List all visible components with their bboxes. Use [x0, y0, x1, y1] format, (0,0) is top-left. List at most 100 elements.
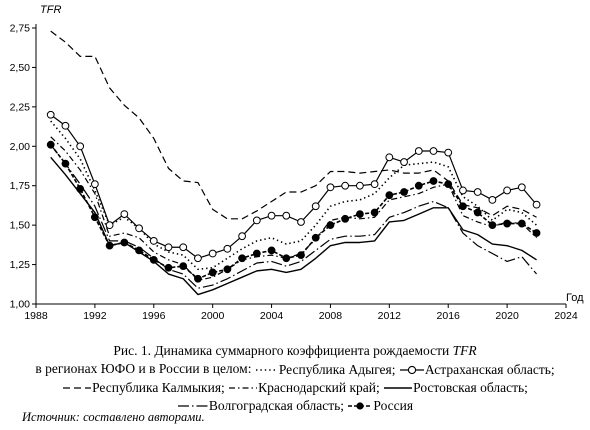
x-tick-label: 1988 [24, 310, 48, 322]
series-volgograd [50, 144, 538, 289]
legend-dashdot-line-icon [229, 387, 258, 389]
data-point-astrakhan [488, 196, 497, 204]
legend-astrakhan: Астраханская область; [399, 361, 555, 379]
data-point-russia [503, 219, 512, 228]
data-point-astrakhan [208, 249, 217, 258]
x-tick-label: 2000 [201, 310, 225, 322]
data-point-russia [252, 249, 261, 258]
source-note: Источник: составлено авторами. [22, 410, 205, 424]
data-point-russia [76, 184, 85, 193]
data-point-russia [297, 251, 305, 260]
legend-long-dashdot-line-icon [177, 405, 208, 407]
x-tick-label: 1996 [142, 310, 166, 322]
figure-caption-line3: Республика Калмыкия; Краснодарский край;… [8, 378, 582, 397]
legend-solid-line-icon [384, 387, 413, 389]
data-point-russia [326, 221, 335, 230]
data-point-astrakhan [252, 216, 261, 225]
legend-open-circle-line-icon [399, 365, 424, 375]
data-point-astrakhan [459, 186, 467, 195]
figure-caption-line2: в регионах ЮФО и в России в целом: Респу… [8, 360, 582, 379]
data-point-astrakhan [326, 183, 335, 192]
data-point-astrakhan [46, 110, 55, 119]
data-point-russia [429, 177, 438, 185]
data-point-russia [400, 188, 408, 196]
legend-adygea: Республика Адыгея; [255, 361, 396, 379]
data-point-russia [194, 274, 202, 283]
y-tick-label: 1,25 [10, 259, 31, 271]
data-point-astrakhan [297, 218, 305, 226]
data-point-astrakhan [179, 243, 188, 252]
data-point-russia [282, 254, 291, 263]
data-point-astrakhan [385, 153, 394, 162]
legend-dotted-line-icon [255, 369, 278, 371]
legend-filled-circle-line-icon [348, 402, 373, 410]
legend-rostov: Ростовская область; [383, 379, 528, 397]
data-point-russia [341, 214, 350, 223]
data-point-astrakhan [164, 243, 173, 252]
data-point-astrakhan [429, 147, 438, 155]
data-point-astrakhan [90, 180, 99, 189]
data-point-russia [267, 246, 276, 255]
series-rostov [50, 156, 537, 296]
data-point-russia [46, 140, 55, 149]
data-point-russia [120, 238, 129, 247]
x-tick-label: 2020 [495, 310, 519, 322]
data-point-russia [444, 180, 453, 189]
data-point-astrakhan [194, 254, 202, 263]
y-tick-label: 1,75 [10, 180, 31, 192]
figure-caption-line1: Рис. 1. Динамика суммарного коэффициента… [8, 342, 582, 360]
data-point-astrakhan [238, 232, 247, 241]
data-point-astrakhan [282, 211, 291, 220]
data-point-russia [105, 241, 114, 250]
legend-russia-label: Россия [373, 397, 414, 413]
tfr-line-chart: TFR Год 1,00 1,25 1,50 1,75 2,00 2,25 2,50 2,75… [10, 4, 585, 323]
data-point-astrakhan [341, 181, 350, 190]
legend-krasnodar: Краснодарский край; [228, 379, 380, 397]
data-point-russia [370, 208, 379, 217]
series-krasnodar [50, 136, 537, 281]
series-astrakhan [46, 110, 541, 263]
x-tick-label: 2012 [378, 310, 402, 322]
data-point-astrakhan [223, 244, 232, 253]
data-point-astrakhan [267, 211, 276, 220]
data-point-astrakhan [370, 180, 379, 189]
data-point-astrakhan [517, 183, 526, 192]
series-line-volgograd [50, 144, 538, 289]
data-point-astrakhan [473, 188, 482, 196]
legend-kalmykia: Республика Калмыкия; [62, 379, 225, 397]
data-point-astrakhan [135, 224, 143, 233]
data-point-russia [355, 210, 364, 219]
data-point-russia [223, 265, 232, 274]
legend-volgograd-label: Волгоградская область; [208, 397, 345, 413]
data-point-russia [532, 229, 541, 237]
data-point-russia [179, 262, 188, 271]
y-tick-label: 2,00 [10, 141, 31, 153]
data-point-russia [488, 221, 497, 230]
series-adygea [50, 120, 538, 271]
series-line-astrakhan [50, 114, 538, 259]
caption-tfr: TFR [452, 343, 477, 358]
legend-volgograd: Волгоградская область; [177, 397, 344, 415]
data-point-astrakhan [105, 221, 114, 230]
axes: 1,00 1,25 1,50 1,75 2,00 2,25 2,50 2,75 1988 1992… [10, 23, 578, 323]
data-point-russia [61, 159, 70, 168]
y-tick-label: 2,25 [10, 101, 31, 113]
data-point-russia [90, 213, 99, 222]
data-point-astrakhan [120, 210, 129, 219]
figure-caption-line4: Волгоградская область; Россия [8, 396, 582, 415]
data-point-russia [238, 254, 247, 263]
y-tick-label: 2,50 [10, 62, 31, 74]
data-point-astrakhan [355, 181, 364, 190]
y-tick-label: 2,75 [10, 23, 31, 35]
data-point-astrakhan [503, 186, 512, 195]
data-point-astrakhan [61, 121, 70, 130]
series-line-rostov [50, 156, 537, 296]
y-tick-label: 1,00 [10, 299, 31, 311]
data-point-russia [414, 181, 423, 190]
data-point-astrakhan [444, 148, 453, 157]
series-layer [46, 30, 541, 296]
y-axis-label: TFR [40, 4, 61, 16]
x-tick-label: 2004 [260, 310, 284, 322]
data-point-russia [311, 233, 320, 242]
data-point-russia [473, 208, 482, 217]
